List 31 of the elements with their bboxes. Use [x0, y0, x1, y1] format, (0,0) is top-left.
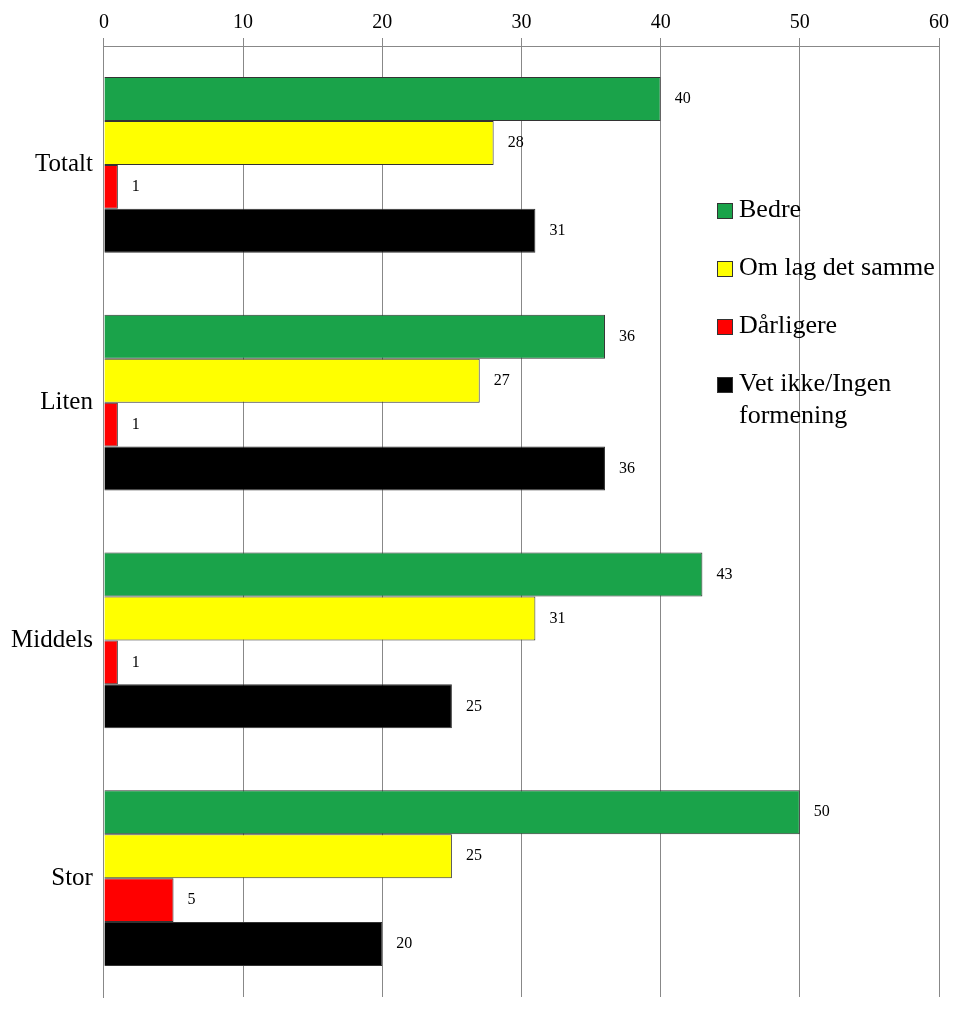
legend-label: Vet ikke/Ingen formening: [739, 367, 893, 431]
data-label: 20: [396, 934, 413, 952]
y-tick-label: Stor: [51, 862, 94, 890]
data-label: 40: [674, 89, 691, 107]
x-tick-label: 10: [233, 10, 254, 33]
data-label: 50: [813, 802, 830, 820]
x-tick-label: 30: [511, 10, 532, 33]
data-label: 5: [187, 890, 196, 908]
data-label: 31: [549, 221, 566, 239]
x-tick-label: 50: [789, 10, 810, 33]
y-tick-label: Liten: [40, 387, 94, 415]
y-tick-label: Middels: [10, 624, 93, 652]
legend-label: Dårligere: [739, 309, 838, 341]
data-label: 36: [618, 326, 635, 344]
x-tick-label: 40: [650, 10, 671, 33]
x-tick-label: 60: [929, 10, 949, 33]
data-label: 27: [493, 370, 510, 388]
data-label: 28: [507, 133, 524, 151]
data-label: 31: [549, 608, 566, 626]
x-tick-label: 0: [98, 10, 109, 33]
data-label: 43: [716, 564, 733, 582]
legend-label: Bedre: [739, 193, 802, 225]
data-label: 1: [131, 177, 140, 195]
data-label: 1: [131, 652, 140, 670]
x-tick-label: 20: [372, 10, 393, 33]
data-label: 1: [131, 414, 140, 432]
data-label: 25: [465, 696, 482, 714]
legend-label: Om lag det samme: [739, 251, 935, 283]
y-tick-label: Totalt: [34, 149, 93, 177]
data-label: 25: [465, 846, 482, 864]
data-label: 36: [618, 458, 635, 476]
